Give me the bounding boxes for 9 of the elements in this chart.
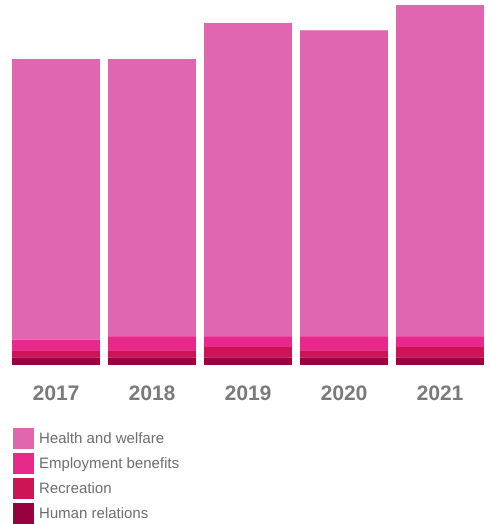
legend-label: Health and welfare [39, 430, 164, 447]
x-tick-label: 2020 [320, 382, 368, 405]
x-tick-label: 2021 [416, 382, 464, 405]
x-tick-label: 2017 [32, 382, 80, 405]
legend-label: Employment benefits [39, 455, 180, 472]
x-tick-label: 2018 [128, 382, 176, 405]
x-tick-label: 2019 [224, 382, 272, 405]
legend-label: Recreation [39, 480, 112, 497]
legend-label: Human relations [39, 505, 148, 522]
